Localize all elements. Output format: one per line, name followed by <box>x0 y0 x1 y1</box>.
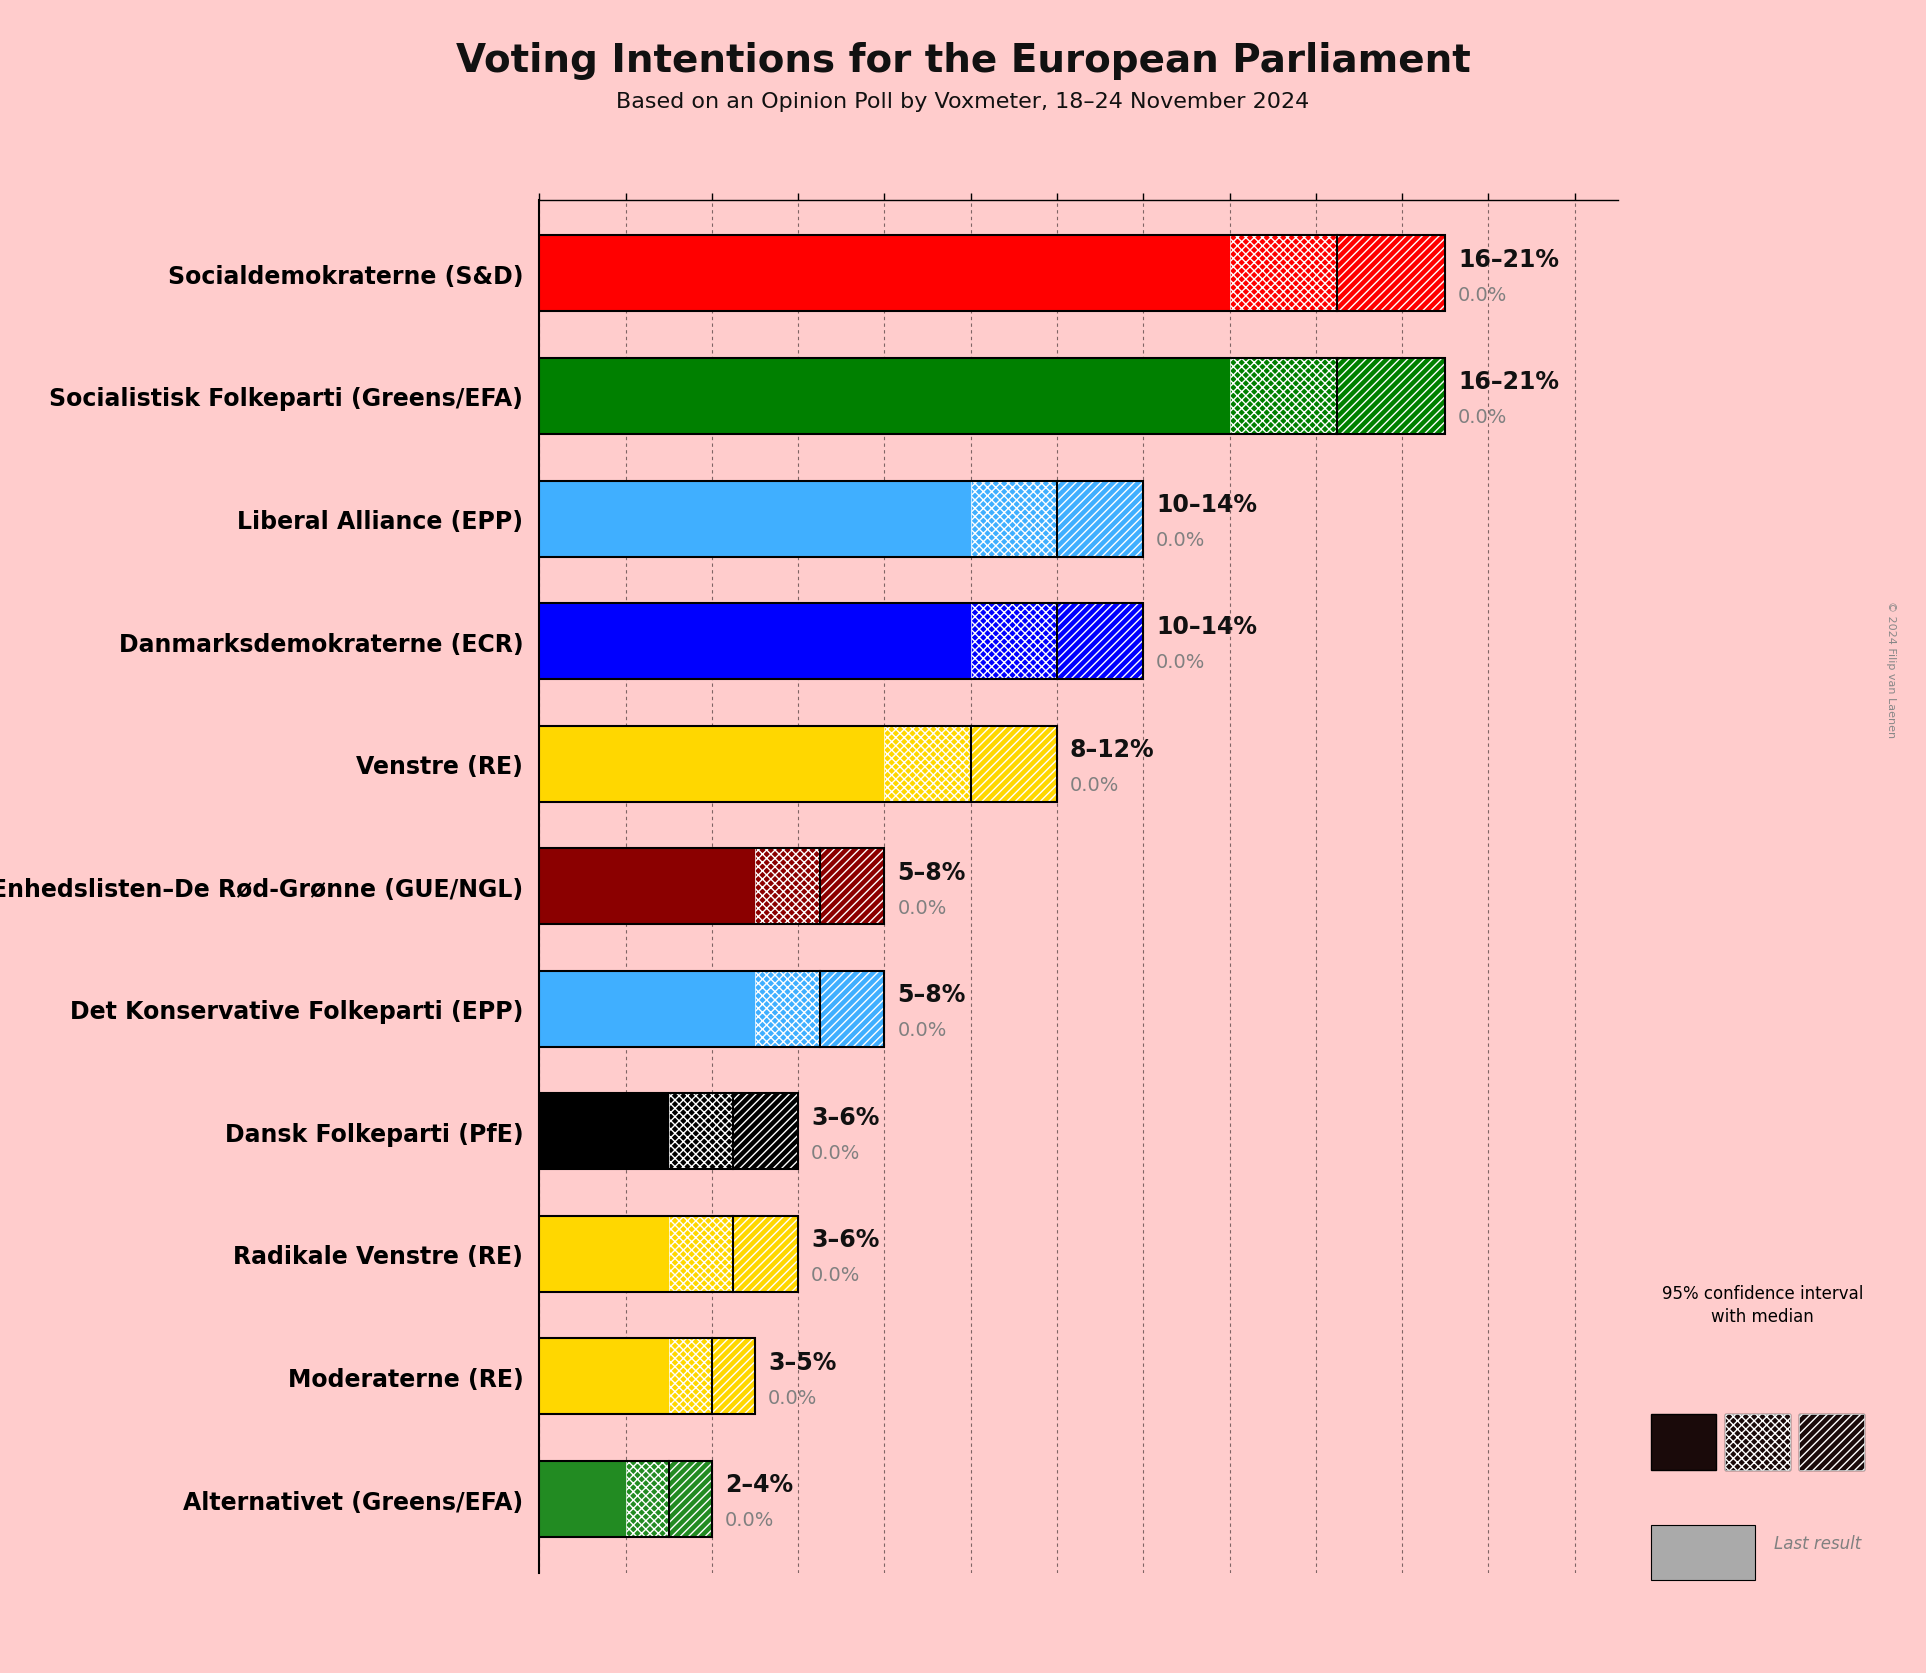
Bar <box>1057 482 1144 557</box>
Bar <box>713 1338 755 1415</box>
Bar <box>1229 236 1337 313</box>
Bar <box>1726 1414 1789 1471</box>
Text: 16–21%: 16–21% <box>1458 370 1560 395</box>
Bar <box>668 1094 734 1169</box>
Text: 0.0%: 0.0% <box>1156 530 1206 549</box>
Text: 5–8%: 5–8% <box>898 982 965 1007</box>
Bar <box>1337 358 1444 435</box>
Bar <box>755 848 820 925</box>
Bar <box>820 848 884 925</box>
Bar <box>1799 1414 1864 1471</box>
Bar <box>539 604 1144 679</box>
Text: 3–5%: 3–5% <box>768 1350 836 1374</box>
Bar <box>971 482 1057 557</box>
Bar <box>668 1216 734 1292</box>
Bar <box>734 1216 797 1292</box>
Text: 0.0%: 0.0% <box>1156 652 1206 673</box>
Bar <box>539 358 1229 435</box>
Bar <box>820 972 884 1047</box>
Text: 10–14%: 10–14% <box>1156 616 1258 639</box>
Bar <box>971 726 1057 801</box>
Bar <box>884 726 971 801</box>
Text: 0.0%: 0.0% <box>898 898 948 917</box>
Text: © 2024 Filip van Laenen: © 2024 Filip van Laenen <box>1886 601 1897 738</box>
Bar <box>539 1094 797 1169</box>
Bar <box>1337 236 1444 313</box>
Text: 0.0%: 0.0% <box>811 1265 861 1285</box>
Text: 0.0%: 0.0% <box>1458 286 1508 304</box>
Bar <box>971 604 1057 679</box>
Bar <box>539 1461 626 1537</box>
Text: 0.0%: 0.0% <box>1458 408 1508 427</box>
Bar <box>734 1094 797 1169</box>
Text: 95% confidence interval
with median: 95% confidence interval with median <box>1662 1283 1862 1325</box>
Bar <box>1229 358 1337 435</box>
Bar <box>668 1461 713 1537</box>
Bar <box>539 1094 668 1169</box>
Text: 10–14%: 10–14% <box>1156 492 1258 517</box>
Bar <box>713 1338 755 1415</box>
Text: 0.0%: 0.0% <box>811 1143 861 1163</box>
Bar <box>734 1216 797 1292</box>
Text: 0.0%: 0.0% <box>724 1511 774 1529</box>
Text: Based on an Opinion Poll by Voxmeter, 18–24 November 2024: Based on an Opinion Poll by Voxmeter, 18… <box>616 92 1310 112</box>
Bar <box>1726 1414 1789 1471</box>
Text: 3–6%: 3–6% <box>811 1228 880 1251</box>
Bar <box>539 972 884 1047</box>
Bar <box>734 1094 797 1169</box>
Bar <box>755 972 820 1047</box>
Bar <box>539 848 755 925</box>
Bar <box>668 1338 713 1415</box>
Text: 3–6%: 3–6% <box>811 1104 880 1129</box>
Bar <box>1337 358 1444 435</box>
Text: 5–8%: 5–8% <box>898 860 965 883</box>
Bar <box>539 848 884 925</box>
Bar <box>539 482 971 557</box>
Bar <box>1651 1414 1716 1471</box>
Bar <box>539 358 1444 435</box>
Bar <box>755 972 820 1047</box>
Bar <box>539 1216 668 1292</box>
Bar <box>539 1338 755 1415</box>
Bar <box>668 1094 734 1169</box>
Bar <box>539 1461 713 1537</box>
Bar <box>755 848 820 925</box>
Bar <box>626 1461 668 1537</box>
Bar <box>539 726 1057 801</box>
Bar <box>539 1338 668 1415</box>
Text: 0.0%: 0.0% <box>768 1389 817 1407</box>
Bar <box>820 848 884 925</box>
Bar <box>1057 604 1144 679</box>
Bar <box>1229 236 1337 313</box>
Bar <box>971 482 1057 557</box>
Bar <box>668 1338 713 1415</box>
Bar <box>1057 482 1144 557</box>
Bar <box>539 604 971 679</box>
Bar <box>1337 236 1444 313</box>
Bar <box>1229 358 1337 435</box>
Text: 16–21%: 16–21% <box>1458 248 1560 271</box>
Bar <box>668 1216 734 1292</box>
Bar <box>1057 604 1144 679</box>
Bar <box>820 972 884 1047</box>
Bar <box>539 236 1229 313</box>
Text: 0.0%: 0.0% <box>1071 776 1119 795</box>
Text: 2–4%: 2–4% <box>724 1472 794 1496</box>
Text: Voting Intentions for the European Parliament: Voting Intentions for the European Parli… <box>456 42 1470 80</box>
Bar <box>668 1461 713 1537</box>
Bar <box>884 726 971 801</box>
Bar <box>539 972 755 1047</box>
Text: 0.0%: 0.0% <box>898 1021 948 1039</box>
Bar <box>539 726 884 801</box>
Bar <box>971 604 1057 679</box>
Bar <box>539 1216 797 1292</box>
Bar <box>539 482 1144 557</box>
Text: 8–12%: 8–12% <box>1071 738 1154 761</box>
Bar <box>971 726 1057 801</box>
Text: Last result: Last result <box>1774 1534 1861 1553</box>
Bar <box>1799 1414 1864 1471</box>
Bar <box>539 236 1444 313</box>
Bar <box>626 1461 668 1537</box>
Bar <box>1651 1526 1755 1579</box>
